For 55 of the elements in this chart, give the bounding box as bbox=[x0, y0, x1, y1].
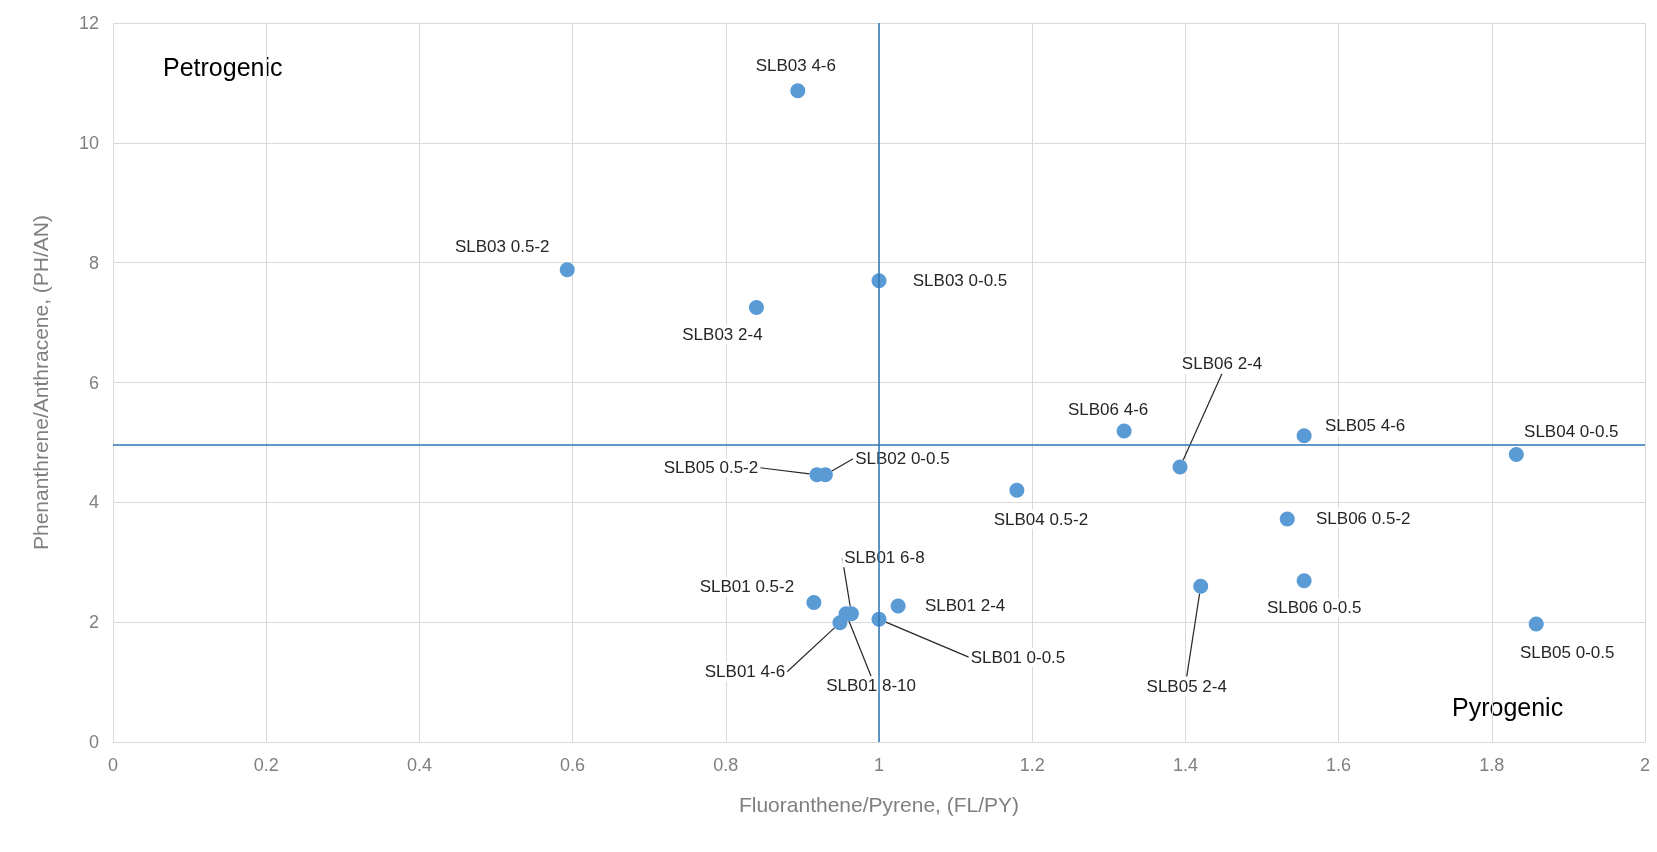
point bbox=[559, 262, 575, 278]
y-tick-label: 10 bbox=[78, 132, 99, 153]
point bbox=[1279, 511, 1295, 527]
point bbox=[790, 83, 806, 99]
data-label: SLB06 4-6 bbox=[1067, 399, 1149, 419]
point bbox=[1193, 578, 1209, 594]
y-tick-label: 6 bbox=[88, 372, 99, 393]
x-tick-label: 0.8 bbox=[713, 755, 739, 775]
data-label: SLB01 0.5-2 bbox=[699, 576, 795, 596]
data-label: SLB03 2-4 bbox=[682, 325, 763, 345]
x-tick-label: 0.4 bbox=[406, 755, 432, 775]
annotation: Petrogenic bbox=[163, 52, 283, 81]
x-tick-label: 1.6 bbox=[1326, 755, 1352, 775]
x-tick-label: 1 bbox=[873, 755, 885, 775]
point bbox=[890, 598, 906, 614]
data-label: SLB05 4-6 bbox=[1324, 416, 1406, 436]
data-label: SLB01 2-4 bbox=[924, 596, 1006, 616]
x-tick-label: 2 bbox=[1639, 755, 1651, 775]
y-tick-label: 4 bbox=[88, 492, 99, 513]
data-label: SLB05 2-4 bbox=[1146, 676, 1227, 696]
x-tick-label: 1.8 bbox=[1479, 755, 1505, 775]
data-label: SLB01 4-6 bbox=[704, 662, 786, 682]
data-label: SLB01 8-10 bbox=[826, 676, 916, 696]
data-label: SLB06 0-0.5 bbox=[1266, 598, 1362, 618]
data-label: SLB05 0.5-2 bbox=[663, 458, 759, 478]
x-tick-label: 1.2 bbox=[1019, 755, 1045, 775]
data-label: SLB04 0.5-2 bbox=[993, 509, 1089, 529]
y-axis-title: Phenanthrene/Anthracene, (PH/AN) bbox=[29, 214, 52, 551]
x-tick-label: 1.4 bbox=[1172, 755, 1198, 775]
x-axis-title: Fluoranthene/Pyrene, (FL/PY) bbox=[738, 793, 1020, 816]
y-tick-label: 12 bbox=[78, 13, 99, 33]
point bbox=[1508, 446, 1524, 462]
data-label: SLB03 0-0.5 bbox=[912, 271, 1008, 291]
data-label: SLB01 0-0.5 bbox=[970, 647, 1066, 667]
point bbox=[1116, 423, 1132, 439]
point bbox=[1296, 428, 1312, 444]
point bbox=[1009, 482, 1025, 498]
x-tick-label: 0.2 bbox=[253, 755, 279, 775]
x-tick-label: 0 bbox=[107, 755, 119, 775]
y-tick-label: 8 bbox=[88, 252, 99, 273]
y-tick-label: 0 bbox=[88, 732, 99, 752]
data-label: SLB06 2-4 bbox=[1181, 354, 1263, 374]
data-label: SLB03 0.5-2 bbox=[454, 237, 550, 257]
point bbox=[806, 594, 822, 610]
data-label: SLB06 0.5-2 bbox=[1316, 508, 1411, 528]
point bbox=[748, 300, 764, 316]
x-tick-label: 0.6 bbox=[560, 755, 586, 775]
data-label: SLB04 0-0.5 bbox=[1524, 421, 1619, 441]
point bbox=[1528, 616, 1544, 632]
point bbox=[1296, 573, 1312, 589]
data-label: SLB03 4-6 bbox=[755, 56, 836, 76]
y-tick-label: 2 bbox=[88, 612, 99, 633]
annotation: Pyrogenic bbox=[1452, 692, 1564, 721]
point bbox=[1172, 459, 1188, 475]
data-label: SLB05 0-0.5 bbox=[1519, 643, 1615, 663]
